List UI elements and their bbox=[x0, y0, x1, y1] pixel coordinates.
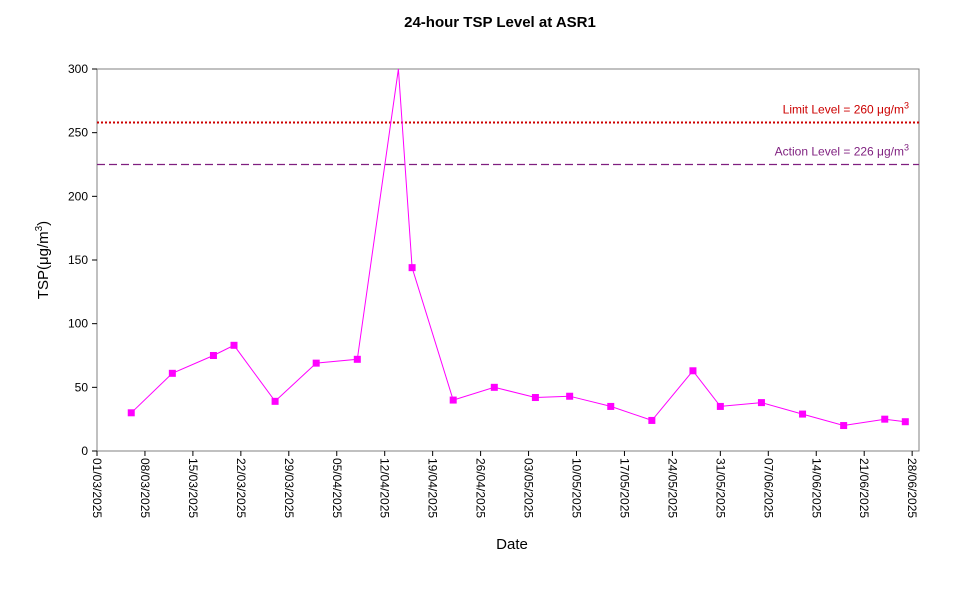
data-point bbox=[127, 409, 135, 417]
data-point bbox=[353, 355, 361, 363]
data-point bbox=[271, 397, 279, 405]
x-axis: 01/03/2025 08/03/2025 15/03/2025 22/03/2025… bbox=[90, 451, 919, 518]
limit-level-label: Limit Level = 260 μg/m3 bbox=[783, 100, 909, 116]
data-point bbox=[881, 415, 889, 423]
plot-area bbox=[96, 68, 920, 452]
data-point bbox=[799, 410, 807, 418]
data-point bbox=[901, 418, 909, 426]
data-point bbox=[757, 399, 765, 407]
data-point bbox=[566, 392, 574, 400]
x-tick-label: 24/05/2025 bbox=[665, 458, 679, 518]
x-tick-label: 07/06/2025 bbox=[761, 458, 775, 518]
data-point bbox=[312, 359, 320, 367]
x-tick-label: 01/03/2025 bbox=[90, 458, 104, 518]
x-tick-label: 03/05/2025 bbox=[522, 458, 536, 518]
data-point bbox=[607, 402, 615, 410]
x-tick-label: 10/05/2025 bbox=[570, 458, 584, 518]
x-axis-title: Date bbox=[496, 536, 528, 553]
data-point bbox=[716, 402, 724, 410]
action-level-label: Action Level = 226 μg/m3 bbox=[775, 143, 909, 159]
data-point bbox=[840, 422, 848, 430]
x-tick-label: 17/05/2025 bbox=[617, 458, 631, 518]
y-tick-label: 0 bbox=[81, 444, 88, 458]
data-point bbox=[408, 264, 416, 272]
data-point bbox=[490, 383, 498, 391]
data-point bbox=[209, 352, 217, 359]
x-tick-label: 29/03/2025 bbox=[282, 458, 296, 518]
y-tick-label: 150 bbox=[68, 253, 88, 267]
x-tick-label: 22/03/2025 bbox=[234, 458, 248, 518]
x-tick-label: 21/06/2025 bbox=[857, 458, 871, 518]
y-tick-label: 200 bbox=[68, 189, 88, 203]
x-tick-label: 28/06/2025 bbox=[905, 458, 919, 518]
series-line bbox=[130, 68, 906, 427]
chart-title: 24-hour TSP Level at ASR1 bbox=[404, 14, 596, 31]
y-axis-title: TSP(μg/m3) bbox=[34, 221, 52, 299]
y-tick-label: 300 bbox=[68, 62, 88, 76]
series-layer bbox=[127, 68, 909, 430]
x-tick-label: 26/04/2025 bbox=[474, 458, 488, 518]
y-tick-label: 250 bbox=[68, 126, 88, 140]
y-tick-label: 50 bbox=[75, 380, 89, 394]
x-tick-label: 15/03/2025 bbox=[186, 458, 200, 518]
y-tick-label: 100 bbox=[68, 317, 88, 331]
x-tick-label: 14/06/2025 bbox=[809, 458, 823, 518]
data-point bbox=[168, 369, 176, 377]
x-tick-label: 05/04/2025 bbox=[330, 458, 344, 518]
x-tick-label: 08/03/2025 bbox=[138, 458, 152, 518]
data-point bbox=[230, 341, 238, 349]
data-point bbox=[449, 396, 457, 404]
x-tick-label: 31/05/2025 bbox=[713, 458, 727, 518]
data-point bbox=[648, 416, 656, 424]
data-point bbox=[531, 394, 539, 402]
data-point bbox=[689, 367, 697, 375]
x-tick-label: 12/04/2025 bbox=[378, 458, 392, 518]
reference-lines: Limit Level = 260 μg/m3 Action Level = 22… bbox=[97, 100, 919, 166]
y-axis: 0 50 100 150 200 250 300 bbox=[68, 62, 97, 458]
x-tick-label: 19/04/2025 bbox=[426, 458, 440, 518]
